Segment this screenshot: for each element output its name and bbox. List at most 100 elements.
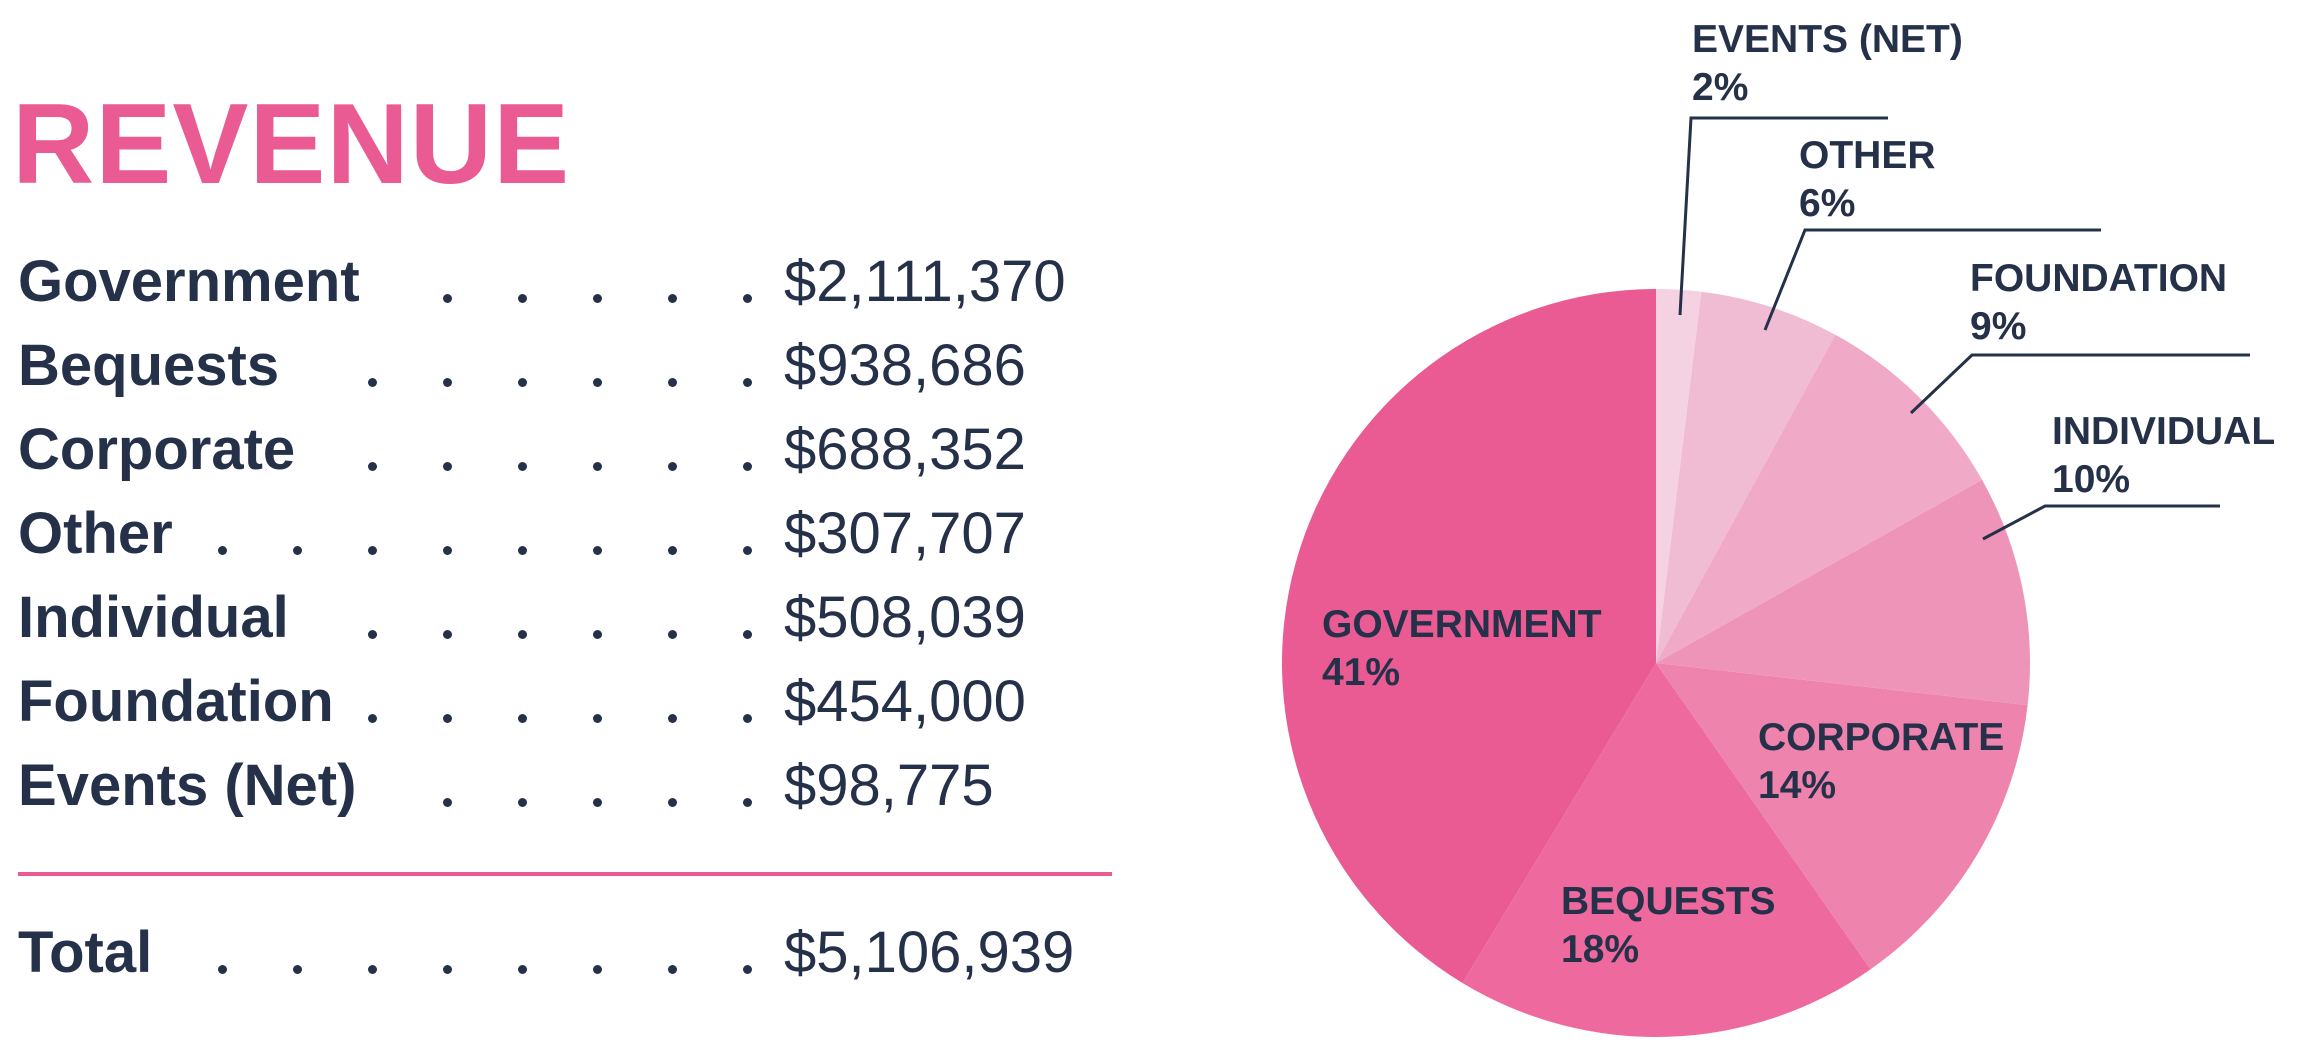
leader-dot <box>743 714 752 723</box>
leader-dot <box>368 630 377 639</box>
leader-dot <box>518 798 527 807</box>
row-label: Bequests <box>18 333 280 398</box>
leader-dot <box>743 378 752 387</box>
leader-dot <box>518 630 527 639</box>
leader-dot <box>668 714 677 723</box>
leader-dot <box>668 378 677 387</box>
total-value: $5,106,939 <box>784 920 1075 985</box>
leader-dot <box>293 546 302 555</box>
leader-dot <box>593 462 602 471</box>
row-value: $307,707 <box>784 501 1026 566</box>
leader-dot <box>518 462 527 471</box>
pie-slice-bequests <box>1462 663 1871 1038</box>
leader-dot <box>293 965 302 974</box>
slice-percent-events-net: 2% <box>1692 66 1748 109</box>
leader-dot <box>743 546 752 555</box>
total-row: Total $5,106,939 <box>18 918 1078 988</box>
leader-dot <box>218 965 227 974</box>
total-label: Total <box>18 920 153 985</box>
leader-dot <box>518 546 527 555</box>
leader-line-individual <box>1982 504 2220 541</box>
leader-dot <box>368 462 377 471</box>
slice-label-government: GOVERNMENT <box>1322 603 1602 646</box>
table-row: Government $2,111,370 <box>18 247 1078 317</box>
leader-dot <box>743 462 752 471</box>
row-label: Individual <box>18 585 289 650</box>
leader-lines <box>1678 116 2250 541</box>
table-row: Individual $508,039 <box>18 583 1078 653</box>
leader-dot <box>443 294 452 303</box>
pie-slice-events-net <box>1656 289 1702 663</box>
row-value: $98,775 <box>784 753 994 818</box>
pie-slice-foundation <box>1656 334 1983 663</box>
slice-percent-corporate: 14% <box>1758 764 1836 807</box>
leader-dot <box>443 965 452 974</box>
row-value: $938,686 <box>784 333 1026 398</box>
row-value: $2,111,370 <box>784 249 1066 314</box>
leader-dot <box>518 965 527 974</box>
total-divider <box>18 872 1112 876</box>
slice-label-other: OTHER <box>1799 134 1936 177</box>
slice-percent-foundation: 9% <box>1970 305 2026 348</box>
leader-dot <box>593 965 602 974</box>
slice-labels: GOVERNMENT 41% BEQUESTS 18% CORPORATE 14% INDI… <box>1322 18 2275 971</box>
slice-label-bequests: BEQUESTS <box>1561 880 1776 923</box>
leader-line-other <box>1763 228 2101 331</box>
row-label: Government <box>18 249 360 314</box>
leader-dot <box>593 798 602 807</box>
leader-dot <box>518 378 527 387</box>
slice-label-events-net: EVENTS (NET) <box>1692 18 1963 61</box>
slice-percent-individual: 10% <box>2052 458 2130 501</box>
revenue-title: REVENUE <box>12 81 571 208</box>
leader-dot <box>668 965 677 974</box>
row-value: $688,352 <box>784 417 1026 482</box>
leader-dot <box>443 630 452 639</box>
table-row: Foundation $454,000 <box>18 667 1078 737</box>
row-value: $454,000 <box>784 669 1026 734</box>
leader-dot <box>368 378 377 387</box>
slice-percent-other: 6% <box>1799 182 1855 225</box>
leader-dot <box>668 294 677 303</box>
leader-dot <box>443 378 452 387</box>
leader-dot <box>668 546 677 555</box>
table-row: Bequests $938,686 <box>18 331 1078 401</box>
leader-dot <box>593 630 602 639</box>
pie-slices <box>1281 289 2031 1038</box>
slice-label-corporate: CORPORATE <box>1758 716 2004 759</box>
pie-slice-corporate <box>1656 663 2028 970</box>
table-row: Corporate $688,352 <box>18 415 1078 485</box>
slice-label-individual: INDIVIDUAL <box>2052 410 2275 453</box>
leader-dot <box>668 798 677 807</box>
leader-dot <box>443 714 452 723</box>
leader-dot <box>743 630 752 639</box>
leader-dot <box>668 630 677 639</box>
slice-percent-bequests: 18% <box>1561 928 1639 971</box>
slice-label-foundation: FOUNDATION <box>1970 257 2227 300</box>
leader-dot <box>443 798 452 807</box>
row-label: Other <box>18 501 173 566</box>
leader-dot <box>743 798 752 807</box>
leader-dot <box>518 294 527 303</box>
row-label: Foundation <box>18 669 334 734</box>
pie-slice-government <box>1281 289 1656 984</box>
leader-line-foundation <box>1909 353 2250 415</box>
row-label: Corporate <box>18 417 296 482</box>
leader-dot <box>593 294 602 303</box>
row-label: Events (Net) <box>18 753 357 818</box>
table-row: Events (Net) $98,775 <box>18 751 1078 821</box>
leader-dot <box>368 714 377 723</box>
leader-dot <box>518 714 527 723</box>
leader-dot <box>368 965 377 974</box>
leader-dot <box>593 714 602 723</box>
leader-line-events-net <box>1678 116 1888 316</box>
slice-percent-government: 41% <box>1322 651 1400 694</box>
pie-slice-other <box>1656 291 1836 663</box>
leader-dot <box>443 462 452 471</box>
leader-dot <box>368 546 377 555</box>
leader-dot <box>743 965 752 974</box>
table-row: Other $307,707 <box>18 499 1078 569</box>
row-value: $508,039 <box>784 585 1026 650</box>
pie-slice-individual <box>1656 479 2031 706</box>
leader-dot <box>593 378 602 387</box>
